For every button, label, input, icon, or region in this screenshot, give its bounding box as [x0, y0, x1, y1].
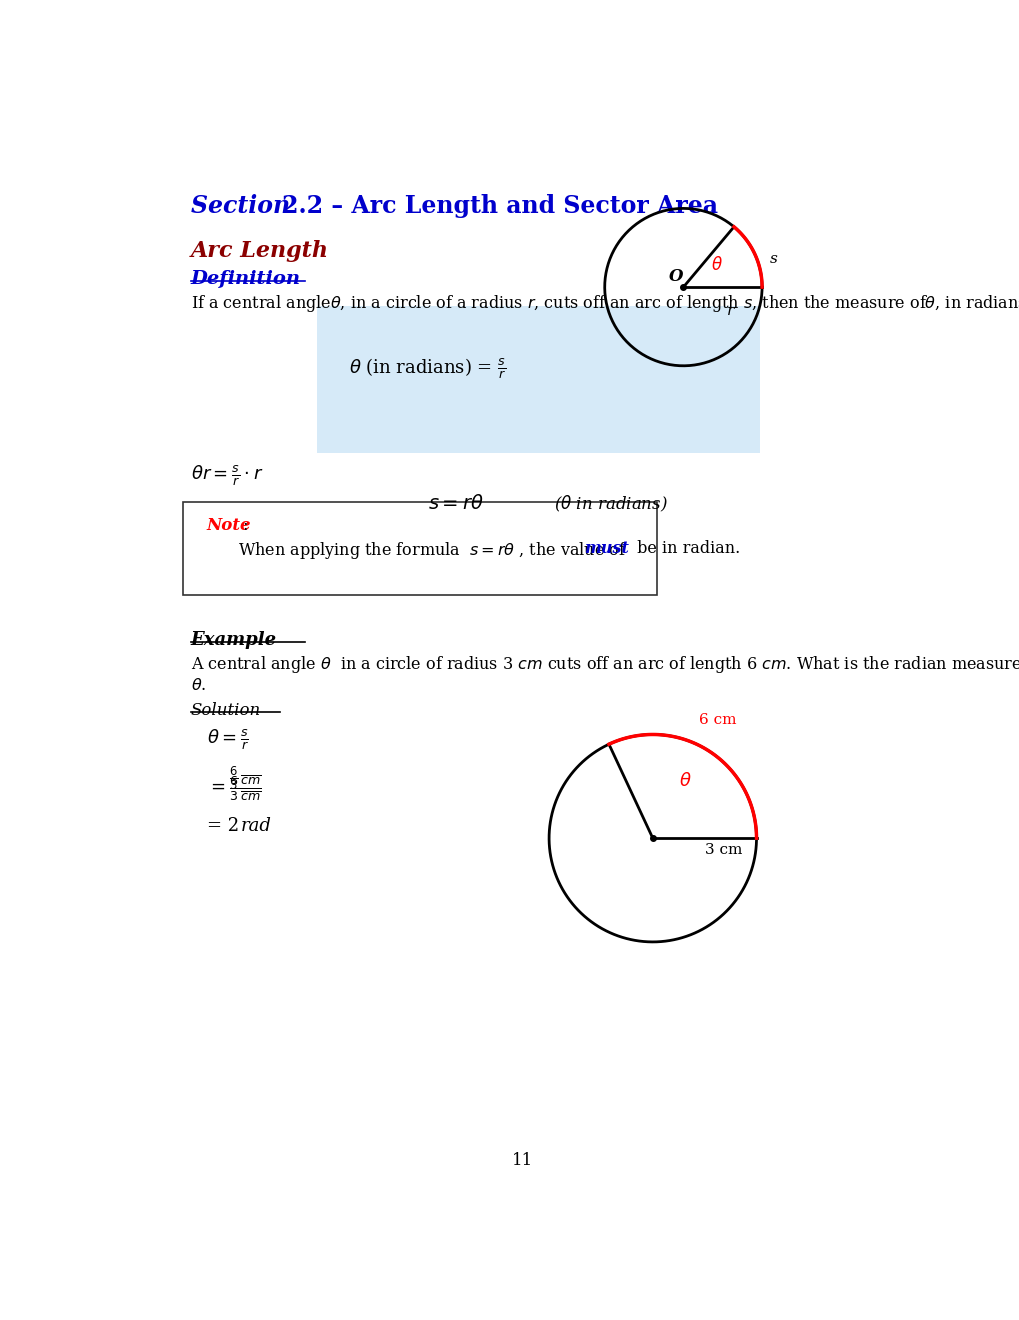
FancyBboxPatch shape	[317, 306, 759, 453]
Text: 6 cm: 6 cm	[699, 713, 737, 727]
Text: Arc Length: Arc Length	[191, 240, 328, 261]
Text: = 2: = 2	[206, 817, 245, 836]
Text: O: O	[668, 268, 683, 285]
Text: $\theta$ (in radians) = $\frac{s}{r}$: $\theta$ (in radians) = $\frac{s}{r}$	[348, 356, 505, 381]
Text: $= \frac{6 \; \overline{cm}}{3 \; \overline{cm}}$: $= \frac{6 \; \overline{cm}}{3 \; \overl…	[206, 774, 261, 804]
Text: $s = r\theta$: $s = r\theta$	[428, 494, 483, 512]
Text: Example: Example	[191, 631, 276, 649]
Text: A central angle $\theta$  in a circle of radius 3 $cm$ cuts off an arc of length: A central angle $\theta$ in a circle of …	[191, 655, 1019, 676]
Text: $\frac{6}{3}$: $\frac{6}{3}$	[228, 764, 237, 792]
Text: 11: 11	[512, 1152, 533, 1170]
Text: :: :	[242, 517, 248, 535]
Text: Note: Note	[206, 517, 251, 535]
Text: If a central angle$\theta$, in a circle of a radius $r$, cuts off an arc of leng: If a central angle$\theta$, in a circle …	[191, 293, 1019, 314]
Text: rad: rad	[240, 817, 271, 836]
Text: $\theta$: $\theta$	[678, 772, 691, 791]
Text: must: must	[584, 540, 629, 557]
Text: Section: Section	[191, 194, 298, 218]
Text: Definition: Definition	[191, 271, 301, 288]
Text: 3 cm: 3 cm	[704, 842, 741, 857]
Text: When applying the formula  $s = r\theta$ , the value of: When applying the formula $s = r\theta$ …	[238, 540, 627, 561]
Text: be in radian.: be in radian.	[631, 540, 740, 557]
Text: r: r	[726, 304, 734, 318]
Text: $\theta$.: $\theta$.	[191, 677, 206, 694]
Text: $\theta = \frac{s}{r}$: $\theta = \frac{s}{r}$	[206, 727, 249, 752]
Text: $\theta r = \frac{s}{r} \cdot r$: $\theta r = \frac{s}{r} \cdot r$	[191, 463, 263, 487]
FancyBboxPatch shape	[182, 502, 656, 595]
Text: 2.2 – Arc Length and Sector Area: 2.2 – Arc Length and Sector Area	[281, 194, 717, 218]
Text: $\theta$: $\theta$	[710, 256, 722, 273]
Text: Solution: Solution	[191, 702, 261, 719]
Text: s: s	[769, 252, 777, 267]
Text: ($\theta$ in radians): ($\theta$ in radians)	[554, 494, 667, 513]
